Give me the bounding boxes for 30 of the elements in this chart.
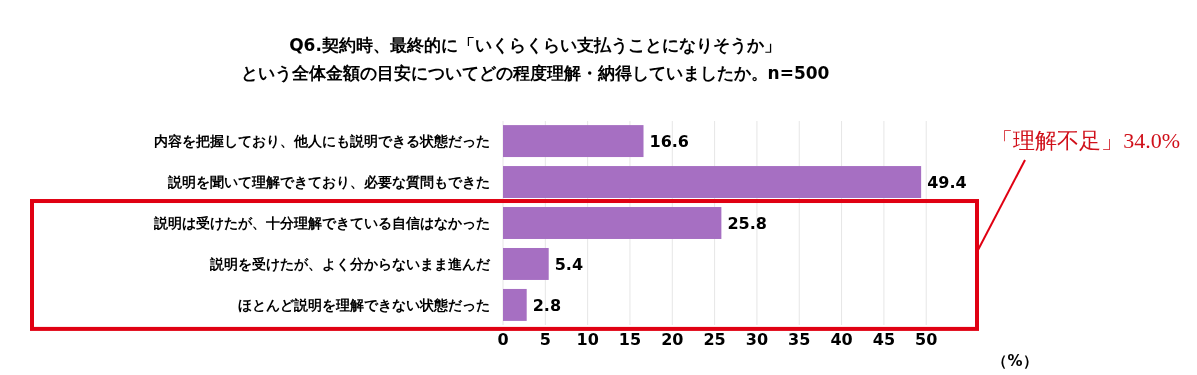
x-tick-label: 50: [915, 330, 938, 349]
y-tick-label: 説明を聞いて理解できており、必要な質問もできた: [167, 173, 490, 190]
bar: [503, 288, 527, 321]
x-tick-label: 30: [745, 330, 769, 349]
x-tick-label: 10: [576, 330, 599, 349]
x-tick-label: 45: [872, 330, 896, 349]
text: 「理解不足」34.0%: [991, 128, 1180, 153]
x-tick-label: 5: [539, 330, 551, 349]
data-label: 16.6: [649, 131, 689, 151]
x-tick-label: 0: [497, 330, 509, 349]
bar: [503, 207, 722, 239]
data-label: 2.8: [532, 295, 562, 315]
bar: [503, 247, 549, 280]
y-tick-label: 内容を把握しており、他人にも説明できる状態だった: [154, 132, 490, 149]
y-tick-label: ほとんど説明を理解できない状態だった: [238, 296, 490, 313]
x-tick-label: 15: [618, 330, 642, 349]
bar: [503, 166, 922, 199]
x-tick-label: 40: [830, 330, 853, 349]
x-axis-title: （%）: [992, 352, 1038, 370]
data-label: 5.4: [554, 254, 584, 274]
x-tick-label: 35: [788, 330, 811, 349]
data-label: 49.4: [927, 172, 967, 192]
data-label: 25.8: [727, 213, 767, 233]
chart-title: Q6.契約時、最終的に「いくらくらい支払うことになりそうか」: [289, 35, 781, 55]
x-tick-label: 25: [703, 330, 726, 349]
x-tick-label: 20: [661, 330, 684, 349]
y-tick-label: 説明を受けたが、よく分からないまま進んだ: [209, 255, 491, 272]
bar: [503, 125, 644, 158]
y-tick-label: 説明は受けたが、十分理解できている自信はなかった: [153, 214, 490, 231]
chart-subtitle: という全体金額の目安についてどの程度理解・納得していましたか。n=500: [240, 63, 830, 83]
